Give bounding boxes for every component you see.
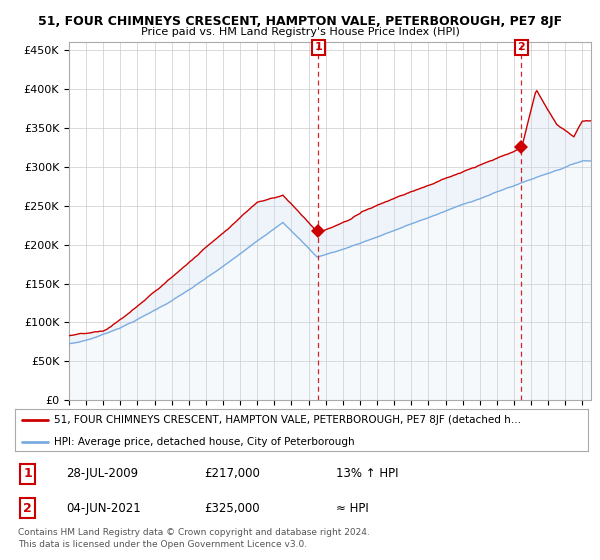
Text: ≈ HPI: ≈ HPI (336, 502, 368, 515)
Text: 28-JUL-2009: 28-JUL-2009 (67, 467, 139, 480)
Text: HPI: Average price, detached house, City of Peterborough: HPI: Average price, detached house, City… (54, 437, 355, 446)
Text: 04-JUN-2021: 04-JUN-2021 (67, 502, 142, 515)
Text: £325,000: £325,000 (204, 502, 260, 515)
Text: 51, FOUR CHIMNEYS CRESCENT, HAMPTON VALE, PETERBOROUGH, PE7 8JF (detached h…: 51, FOUR CHIMNEYS CRESCENT, HAMPTON VALE… (54, 415, 521, 425)
Text: Contains HM Land Registry data © Crown copyright and database right 2024.
This d: Contains HM Land Registry data © Crown c… (18, 528, 370, 549)
Text: 51, FOUR CHIMNEYS CRESCENT, HAMPTON VALE, PETERBOROUGH, PE7 8JF: 51, FOUR CHIMNEYS CRESCENT, HAMPTON VALE… (38, 15, 562, 27)
Text: 2: 2 (23, 502, 32, 515)
Text: £217,000: £217,000 (204, 467, 260, 480)
Text: 1: 1 (23, 467, 32, 480)
Text: 2: 2 (517, 43, 525, 53)
Text: 1: 1 (314, 43, 322, 53)
Text: Price paid vs. HM Land Registry's House Price Index (HPI): Price paid vs. HM Land Registry's House … (140, 27, 460, 37)
Text: 13% ↑ HPI: 13% ↑ HPI (336, 467, 398, 480)
